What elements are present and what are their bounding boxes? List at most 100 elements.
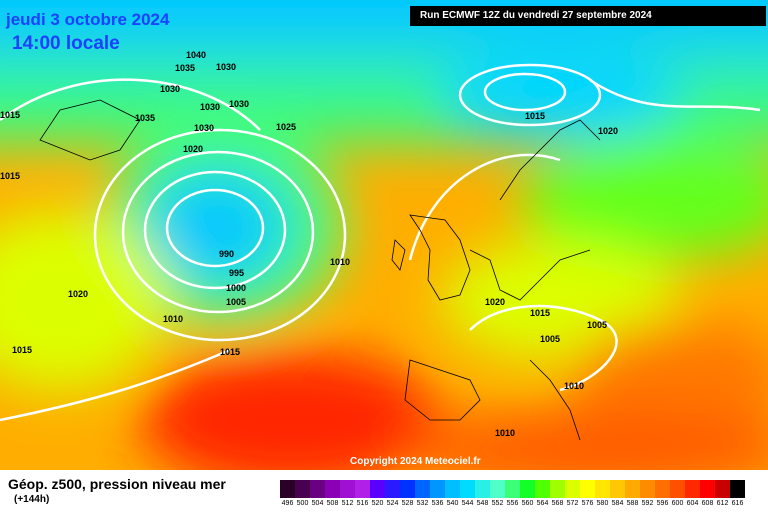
- color-swatch: [310, 480, 325, 498]
- scale-tick-label: 600: [671, 500, 684, 507]
- pressure-label: 1005: [587, 320, 608, 330]
- scale-tick-label: 524: [386, 500, 399, 507]
- pressure-label: 1035: [175, 63, 196, 73]
- scale-tick-label: 508: [326, 500, 339, 507]
- color-swatch: [490, 480, 505, 498]
- pressure-label: 1035: [135, 113, 156, 123]
- color-swatch: [565, 480, 580, 498]
- scale-tick-label: 616: [731, 500, 744, 507]
- color-swatch: [730, 480, 745, 498]
- map-area: jeudi 3 octobre 2024 14:00 locale Run EC…: [0, 0, 768, 470]
- scale-tick-label: 496: [281, 500, 294, 507]
- color-swatch: [445, 480, 460, 498]
- forecast-date: jeudi 3 octobre 2024: [6, 10, 170, 29]
- scale-tick-label: 556: [506, 500, 519, 507]
- scale-tick-label: 580: [596, 500, 609, 507]
- scale-tick-label: 596: [656, 500, 669, 507]
- pressure-label: 1015: [525, 111, 546, 121]
- color-swatch: [580, 480, 595, 498]
- pressure-label: 1010: [330, 257, 351, 267]
- pressure-label: 990: [219, 249, 235, 259]
- scale-tick-label: 536: [431, 500, 444, 507]
- color-swatch: [340, 480, 355, 498]
- scale-tick-label: 604: [686, 500, 699, 507]
- color-swatch: [625, 480, 640, 498]
- scale-tick-label: 520: [371, 500, 384, 507]
- color-scale: [280, 480, 745, 498]
- copyright-text: Copyright 2024 Meteociel.fr: [350, 456, 481, 467]
- scale-tick-label: 560: [521, 500, 534, 507]
- scale-tick-label: 568: [551, 500, 564, 507]
- color-swatch: [430, 480, 445, 498]
- color-swatch: [370, 480, 385, 498]
- legend: Géop. z500, pression niveau mer (+144h) …: [0, 470, 768, 512]
- pressure-label: 1040: [186, 50, 207, 60]
- pressure-label: 1015: [530, 308, 551, 318]
- forecast-time: 14:00 locale: [12, 33, 120, 54]
- pressure-label: 1010: [163, 314, 184, 324]
- color-swatch: [355, 480, 370, 498]
- scale-tick-label: 504: [311, 500, 324, 507]
- color-swatch: [475, 480, 490, 498]
- pressure-label: 1025: [276, 122, 297, 132]
- color-swatch: [595, 480, 610, 498]
- color-swatch: [460, 480, 475, 498]
- scale-tick-label: 548: [476, 500, 489, 507]
- pressure-label: 1010: [495, 428, 516, 438]
- pressure-label: 1015: [220, 347, 241, 357]
- color-swatch: [700, 480, 715, 498]
- pressure-label: 1030: [229, 99, 250, 109]
- pressure-label: 1030: [160, 84, 181, 94]
- scale-tick-label: 572: [566, 500, 579, 507]
- scale-tick-label: 584: [611, 500, 624, 507]
- color-swatch: [325, 480, 340, 498]
- color-swatch: [685, 480, 700, 498]
- color-swatch: [505, 480, 520, 498]
- color-swatch: [280, 480, 295, 498]
- scale-tick-label: 512: [341, 500, 354, 507]
- color-swatch: [610, 480, 625, 498]
- color-swatch: [655, 480, 670, 498]
- scale-tick-label: 564: [536, 500, 549, 507]
- scale-tick-label: 516: [356, 500, 369, 507]
- scale-tick-label: 592: [641, 500, 654, 507]
- color-swatch: [415, 480, 430, 498]
- pressure-label: 1030: [200, 102, 221, 112]
- scale-tick-label: 528: [401, 500, 414, 507]
- scale-tick-label: 540: [446, 500, 459, 507]
- run-info: Run ECMWF 12Z du vendredi 27 septembre 2…: [410, 6, 766, 26]
- scale-tick-label: 612: [716, 500, 729, 507]
- scale-tick-label: 576: [581, 500, 594, 507]
- color-swatch: [520, 480, 535, 498]
- legend-title: Géop. z500, pression niveau mer: [8, 476, 226, 492]
- color-swatch: [400, 480, 415, 498]
- color-swatch: [550, 480, 565, 498]
- pressure-label: 995: [229, 268, 245, 278]
- pressure-label: 1020: [183, 144, 204, 154]
- color-swatch: [670, 480, 685, 498]
- geopotential-field: [0, 0, 768, 470]
- scale-tick-label: 532: [416, 500, 429, 507]
- scale-tick-label: 608: [701, 500, 714, 507]
- isobars: [0, 63, 761, 422]
- color-swatch: [385, 480, 400, 498]
- pressure-label: 1000: [226, 283, 247, 293]
- pressure-label: 1030: [194, 123, 215, 133]
- pressure-label: 1020: [485, 297, 506, 307]
- pressure-label: 1020: [68, 289, 89, 299]
- coastlines: [39, 99, 601, 441]
- scale-tick-label: 544: [461, 500, 474, 507]
- scale-tick-label: 500: [296, 500, 309, 507]
- color-swatch: [295, 480, 310, 498]
- pressure-label: 1015: [12, 345, 33, 355]
- scale-tick-label: 588: [626, 500, 639, 507]
- pressure-label: 1030: [216, 62, 237, 72]
- pressure-label: 1005: [226, 297, 247, 307]
- pressure-label: 1015: [0, 110, 21, 120]
- color-swatch: [535, 480, 550, 498]
- pressure-label: 1005: [540, 334, 561, 344]
- scale-tick-label: 552: [491, 500, 504, 507]
- pressure-label: 1015: [0, 171, 21, 181]
- color-swatch: [640, 480, 655, 498]
- legend-subtitle: (+144h): [14, 494, 50, 505]
